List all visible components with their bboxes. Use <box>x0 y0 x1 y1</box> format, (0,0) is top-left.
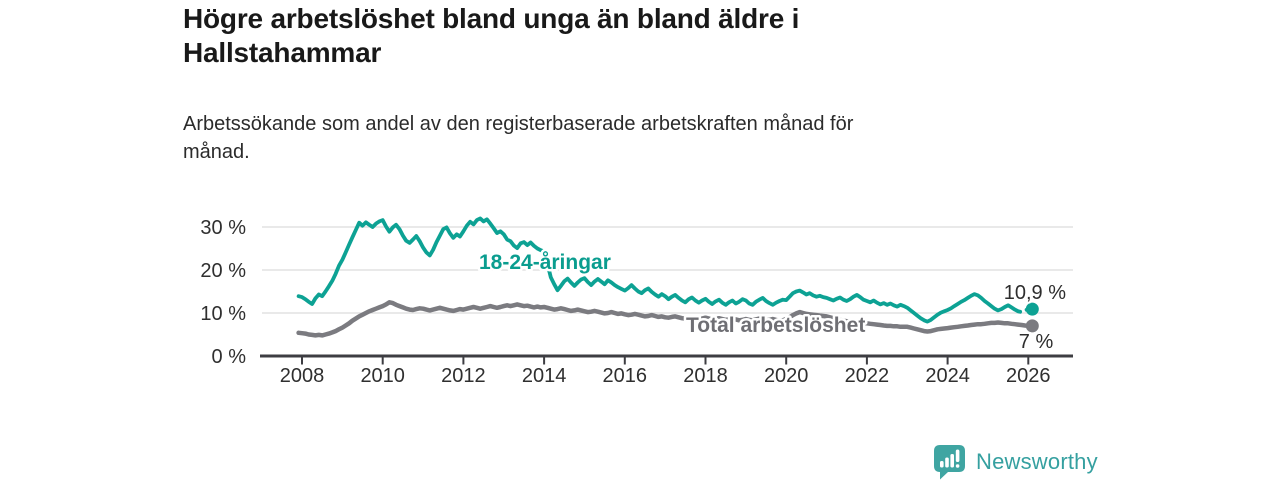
x-tick-label-2016: 2016 <box>603 365 648 387</box>
x-tick-label-2020: 2020 <box>764 365 809 387</box>
page-title: Högre arbetslöshet bland unga än bland ä… <box>183 2 943 70</box>
x-tick-label-2018: 2018 <box>683 365 728 387</box>
chart-subtitle: Arbetssökande som andel av den registerb… <box>183 110 1043 167</box>
end-value-label-total: 7 % <box>1019 331 1054 353</box>
newsworthy-brand-lockup[interactable]: Newsworthy <box>933 444 1098 480</box>
subtitle-line-1: Arbetssökande som andel av den registerb… <box>183 113 854 135</box>
brand-name: Newsworthy <box>976 449 1098 474</box>
y-tick-label-30: 30 % <box>200 217 246 239</box>
subtitle-line-2: månad. <box>183 141 250 164</box>
x-tick-label-2024: 2024 <box>925 365 970 387</box>
x-tick-label-2010: 2010 <box>360 365 405 387</box>
title-line-2: Hallstahammar <box>183 37 382 69</box>
series-line-youth <box>296 216 1021 324</box>
end-value-label-youth: 10,9 % <box>1004 282 1066 304</box>
x-tick-label-2012: 2012 <box>441 365 486 387</box>
y-tick-label-10: 10 % <box>200 303 246 325</box>
series-end-dot-youth <box>1025 302 1039 316</box>
series-line-total <box>296 300 1031 338</box>
newsworthy-logo-icon <box>933 444 966 480</box>
series-end-dot-total <box>1025 319 1039 333</box>
x-tick-label-2008: 2008 <box>280 365 325 387</box>
y-tick-label-0: 0 % <box>212 346 247 368</box>
x-tick-label-2014: 2014 <box>522 365 567 387</box>
y-tick-label-20: 20 % <box>200 260 246 282</box>
series-label-total: Total arbetslöshet <box>686 314 865 337</box>
x-tick-label-2026: 2026 <box>1006 365 1051 387</box>
x-tick-label-2022: 2022 <box>845 365 890 387</box>
title-line-1: Högre arbetslöshet bland unga än bland ä… <box>183 3 800 34</box>
series-label-youth: 18-24-åringar <box>479 251 611 274</box>
